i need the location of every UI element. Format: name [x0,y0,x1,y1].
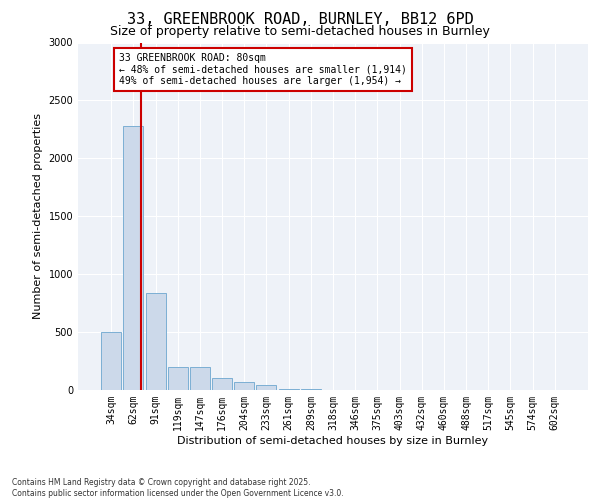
Bar [124,126,143,390]
Text: Contains HM Land Registry data © Crown copyright and database right 2025.
Contai: Contains HM Land Registry data © Crown c… [12,478,344,498]
Bar [256,386,277,390]
Bar [101,332,121,390]
Bar [146,292,166,390]
Bar [168,367,188,390]
Text: 33 GREENBROOK ROAD: 80sqm
← 48% of semi-detached houses are smaller (1,914)
49% : 33 GREENBROOK ROAD: 80sqm ← 48% of semi-… [119,53,407,86]
X-axis label: Distribution of semi-detached houses by size in Burnley: Distribution of semi-detached houses by … [178,436,488,446]
Bar [278,389,299,390]
Bar [190,367,210,390]
Bar [234,382,254,390]
Y-axis label: Number of semi-detached properties: Number of semi-detached properties [33,114,43,320]
Text: Size of property relative to semi-detached houses in Burnley: Size of property relative to semi-detach… [110,25,490,38]
Bar [212,378,232,390]
Text: 33, GREENBROOK ROAD, BURNLEY, BB12 6PD: 33, GREENBROOK ROAD, BURNLEY, BB12 6PD [127,12,473,28]
